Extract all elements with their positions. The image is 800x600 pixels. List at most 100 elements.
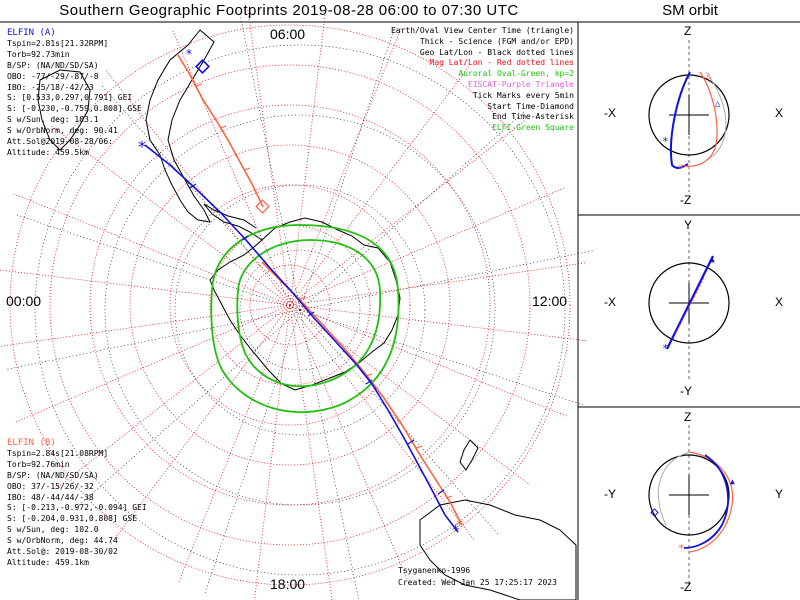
antarctic-peninsula	[203, 203, 263, 241]
grid-spoke	[0, 269, 291, 306]
geo-lon-spokes	[5, 15, 595, 600]
time-label-left: 00:00	[6, 293, 42, 309]
elfin-b-end-asterisk: *	[456, 518, 463, 534]
grid-spoke	[247, 7, 291, 306]
elfin-b-line: Altitude: 459.1km	[7, 557, 89, 567]
elfin-b-line: S w/OrbNorm, deg: 44.74	[7, 536, 118, 546]
grid-spoke	[11, 192, 291, 306]
elfin-a-top-asterisk: *	[186, 47, 192, 61]
sm-xy-right-label: X	[775, 295, 784, 309]
svg-text:*: *	[662, 135, 669, 148]
grid-spoke	[289, 119, 527, 306]
sm-xz-bottom-label: -Z	[680, 193, 692, 207]
elfin-b-line: Torb=92.76min	[7, 459, 70, 469]
elfin-b-line: B/SP: (NA/ND/SD/SA)	[7, 470, 99, 480]
grid-spoke	[49, 124, 291, 306]
grid-spoke	[53, 304, 291, 491]
elfin-a-line: Torb=92.73min	[7, 49, 70, 59]
elfin-a-start-diamond	[195, 59, 210, 74]
australia-coast	[419, 499, 577, 600]
sm-panel-xz: △ △ * *	[648, 40, 730, 192]
sm-xy-top-label: Y	[684, 218, 693, 232]
grid-spoke	[104, 68, 291, 306]
grid-spoke	[289, 262, 588, 306]
elfin-a-line: IBO: -25/18/-42/23	[7, 82, 94, 92]
credit-author: Tsyganenko-1996	[398, 566, 471, 575]
svg-text:*: *	[678, 542, 685, 555]
elfin-a-line: S: [0.533,0.297,0.791] GEI	[7, 93, 133, 103]
svg-text:△: △	[715, 99, 721, 109]
legend-item: Earth/Oval View Center Time (triangle)	[390, 26, 574, 35]
sm-xy-left-label: -X	[604, 295, 616, 309]
mag-lon-spokes	[0, 7, 588, 600]
svg-text:▲: ▲	[710, 255, 715, 264]
sm-xz-right-label: X	[775, 106, 784, 120]
grid-spoke	[299, 250, 595, 311]
legend-item: ELFI-Green Square	[492, 123, 574, 133]
grid-spoke	[289, 7, 327, 306]
elfin-b-line: IBO: 48/-44/44/-38	[7, 492, 94, 502]
sm-yz-top-label: Z	[684, 410, 692, 424]
elfin-b-line: Tspin=2.84s[21.08RPM]	[7, 448, 109, 458]
grid-spoke	[15, 214, 301, 311]
auroral-oval	[210, 224, 400, 413]
grid-spoke	[5, 309, 301, 370]
grid-spoke	[289, 26, 403, 306]
legend-item: End Time-Asterisk	[492, 112, 574, 122]
grid-spoke	[289, 304, 588, 342]
sm-xy-bottom-label: -Y	[680, 384, 692, 398]
elfin-a-track	[144, 144, 459, 533]
sm-yz-right-label: Y	[775, 487, 784, 501]
svg-text:△: △	[706, 71, 712, 81]
auroral-oval-inner	[236, 239, 382, 388]
sm-yz-left-label: -Y	[604, 487, 616, 501]
elfin-b-line: S w/Sun, deg: 102.0	[7, 525, 99, 535]
sm-xz-top-label: Z	[684, 24, 692, 38]
grid-spoke	[289, 186, 567, 306]
grid-spoke	[254, 304, 291, 600]
elfin-a-line: OBO: -77/-29/-87/-8	[7, 71, 99, 81]
elfin-a-start-asterisk: *	[138, 137, 146, 156]
geo-lat-rings	[34, 44, 566, 576]
grid-spoke	[13, 304, 291, 424]
elfin-a-line: Tspin=2.81s[21.32RPM]	[7, 38, 109, 48]
elfin-a-line: Altitude: 459.5km	[7, 147, 89, 157]
time-label-right: 12:00	[532, 293, 568, 309]
elfin-a-line: Att.Sol@2019-08-28/06:	[7, 137, 113, 147]
elfin-b-info: ELFIN (B) Tspin=2.84s[21.08RPM] Torb=92.…	[7, 438, 147, 569]
grid-spoke	[177, 304, 291, 584]
elfin-a-line: S w/Sun, deg: 103.1	[7, 115, 99, 125]
elfin-b-line: S: [-0.204,0.931,0.808] GSE	[7, 514, 138, 524]
grid-spoke	[101, 84, 301, 311]
sm-orbit-title: SM orbit	[662, 2, 718, 19]
svg-text:*: *	[678, 162, 685, 175]
legend-item: Auroral Oval-Green, kp=2	[458, 69, 574, 79]
legend-item: Thick - Science (FGM and/or EPD)	[419, 36, 574, 46]
new-zealand-coast	[459, 439, 479, 471]
elfin-b-header: ELFIN (B)	[7, 438, 56, 448]
grid-spoke	[299, 309, 585, 406]
legend-item: EISCAT-Purple Triangle	[468, 79, 574, 89]
elfin-a-end-asterisk: *	[452, 523, 459, 539]
legend-item: Tick Marks every 5min	[472, 90, 574, 100]
time-label-top: 06:00	[270, 26, 306, 42]
svg-text:▲: ▲	[730, 477, 735, 486]
elfin-b-line: OBO: 37/-15/26/-32	[7, 481, 94, 491]
legend: Earth/Oval View Center Time (triangle) T…	[391, 26, 574, 134]
elfin-b-line: Att.Sol@: 2019-08-30/02	[7, 547, 118, 557]
grid-spoke	[204, 309, 301, 595]
grid-spoke	[289, 304, 569, 418]
svg-text:*: *	[662, 342, 669, 355]
grid-spoke	[289, 304, 476, 542]
grid-spoke	[171, 28, 291, 306]
grid-spoke	[289, 304, 333, 600]
antarctica-coastline	[209, 217, 401, 391]
mag-lat-rings	[9, 24, 571, 586]
elfin-a-line: B/SP: (NA/ND/SD/SA)	[7, 60, 99, 70]
legend-item: Start Time-Diamond	[487, 101, 574, 111]
grid-spoke	[299, 111, 526, 311]
grid-spoke	[299, 25, 396, 311]
elfin-b-line: S: [-0.213,-0.972,-0.094] GEI	[7, 503, 147, 513]
grid-spoke	[299, 309, 499, 536]
